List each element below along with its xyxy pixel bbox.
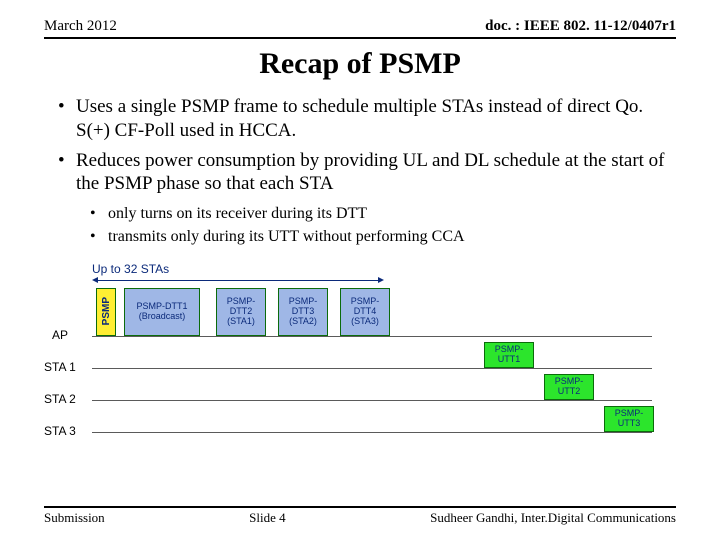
main-bullets: Uses a single PSMP frame to schedule mul… bbox=[54, 95, 676, 196]
row-label-sta3: STA 3 bbox=[44, 424, 76, 438]
footer-left: Submission bbox=[44, 510, 105, 526]
slide-header: March 2012 doc. : IEEE 802. 11-12/0407r1 bbox=[44, 18, 676, 37]
psmp-box: PSMP bbox=[96, 288, 116, 336]
psmp-diagram: Up to 32 STAs AP STA 1 STA 2 STA 3 PSMP … bbox=[44, 262, 676, 452]
top-arrow-right-icon bbox=[378, 277, 384, 283]
header-rule bbox=[44, 37, 676, 39]
psmp-box-label: PSMP bbox=[101, 297, 112, 325]
dtt-box-4: PSMP-DTT4 (STA3) bbox=[340, 288, 390, 336]
row-label-ap: AP bbox=[52, 328, 68, 342]
row-label-sta1: STA 1 bbox=[44, 360, 76, 374]
footer-rule bbox=[44, 506, 676, 508]
utt-box-3: PSMP-UTT3 bbox=[604, 406, 654, 432]
slide-footer: Submission Slide 4 Sudheer Gandhi, Inter… bbox=[44, 506, 676, 526]
sub-bullets: only turns on its receiver during its DT… bbox=[90, 204, 676, 248]
footer-center: Slide 4 bbox=[249, 510, 285, 526]
sub-bullet-2: transmits only during its UTT without pe… bbox=[90, 227, 676, 248]
header-doc: doc. : IEEE 802. 11-12/0407r1 bbox=[485, 18, 676, 35]
bullet-1: Uses a single PSMP frame to schedule mul… bbox=[54, 95, 676, 143]
diagram-top-label: Up to 32 STAs bbox=[92, 262, 169, 276]
lane-sta2 bbox=[92, 400, 652, 401]
sub-bullet-1: only turns on its receiver during its DT… bbox=[90, 204, 676, 225]
utt-box-1: PSMP-UTT1 bbox=[484, 342, 534, 368]
row-label-sta2: STA 2 bbox=[44, 392, 76, 406]
dtt-box-1: PSMP-DTT1 (Broadcast) bbox=[124, 288, 200, 336]
dtt-box-2: PSMP-DTT2 (STA1) bbox=[216, 288, 266, 336]
top-arrow-left-icon bbox=[92, 277, 98, 283]
dtt-box-3: PSMP-DTT3 (STA2) bbox=[278, 288, 328, 336]
lane-ap bbox=[92, 336, 652, 337]
top-arrow-line bbox=[98, 280, 378, 281]
lane-sta1 bbox=[92, 368, 652, 369]
header-date: March 2012 bbox=[44, 18, 117, 35]
bullet-2: Reduces power consumption by providing U… bbox=[54, 149, 676, 197]
utt-box-2: PSMP-UTT2 bbox=[544, 374, 594, 400]
lane-sta3 bbox=[92, 432, 652, 433]
footer-right: Sudheer Gandhi, Inter.Digital Communicat… bbox=[430, 510, 676, 526]
slide-title: Recap of PSMP bbox=[44, 47, 676, 81]
